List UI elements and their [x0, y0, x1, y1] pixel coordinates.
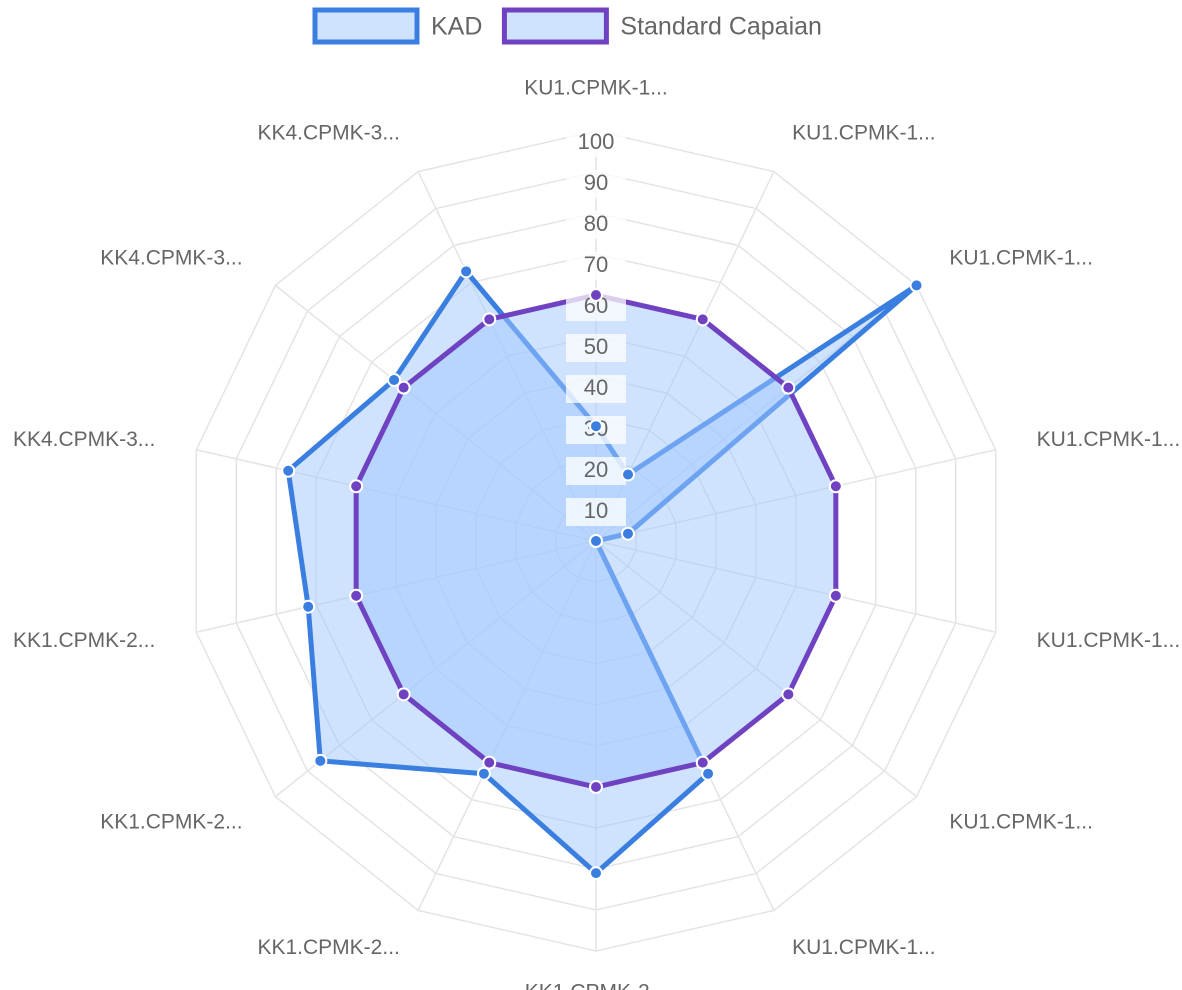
tick-label-bg [566, 170, 626, 198]
point [781, 687, 796, 702]
point [396, 380, 411, 395]
legend-label: Standard Capaian [620, 13, 822, 41]
tick-label-bg [566, 334, 626, 362]
point [781, 380, 796, 395]
r-tick-label: 100 [578, 129, 615, 154]
category-label: KU1.CPMK-1... [1037, 428, 1181, 451]
category-label: KK4.CPMK-3... [257, 121, 399, 144]
category-label: KK4.CPMK-3... [13, 428, 155, 451]
category-label: KU1.CPMK-1... [949, 247, 1093, 270]
r-tick-label: 90 [584, 170, 608, 195]
r-tick-label: 40 [584, 375, 608, 400]
tick-label-bg [566, 129, 626, 157]
point [301, 599, 316, 614]
category-label: KK1.CPMK-2... [257, 936, 399, 959]
legend-swatch [501, 7, 609, 45]
category-label: KK1.CPMK-2... [525, 981, 667, 990]
point [589, 866, 603, 881]
point [387, 372, 402, 387]
r-tick-label: 10 [584, 498, 608, 523]
point [313, 753, 328, 768]
r-tick-label: 50 [584, 334, 608, 359]
point [589, 534, 603, 548]
point [281, 463, 296, 478]
category-label: KU1.CPMK-1... [1037, 629, 1181, 652]
point [482, 755, 497, 770]
point [482, 312, 497, 327]
legend-swatch [312, 7, 420, 45]
point [589, 288, 603, 302]
point [828, 588, 843, 603]
r-tick-label: 80 [584, 211, 608, 236]
r-tick-label: 70 [584, 252, 608, 277]
category-label: KK1.CPMK-2... [100, 810, 242, 833]
point [828, 479, 843, 494]
point [349, 588, 364, 603]
tick-label-bg [566, 252, 626, 280]
category-label: KU1.CPMK-1... [792, 936, 936, 959]
tick-label-bg [566, 457, 626, 485]
point [621, 467, 636, 482]
tick-label-bg [566, 211, 626, 239]
tick-label-bg [566, 498, 626, 526]
point [909, 278, 924, 293]
point [349, 479, 364, 494]
point [695, 312, 710, 327]
point [620, 526, 635, 541]
point [589, 419, 603, 434]
point [589, 780, 603, 794]
point [476, 766, 491, 781]
point [396, 687, 411, 702]
point [695, 755, 710, 770]
category-label: KU1.CPMK-1... [524, 77, 668, 100]
category-label: KK1.CPMK-2... [13, 629, 155, 652]
r-tick-label: 20 [584, 457, 608, 482]
tick-label-bg [566, 375, 626, 403]
category-label: KK4.CPMK-3... [100, 247, 242, 270]
point [701, 766, 716, 781]
point [459, 264, 474, 279]
category-label: KU1.CPMK-1... [949, 810, 1093, 833]
category-label: KU1.CPMK-1... [792, 121, 936, 144]
legend-label: KAD [431, 13, 482, 41]
